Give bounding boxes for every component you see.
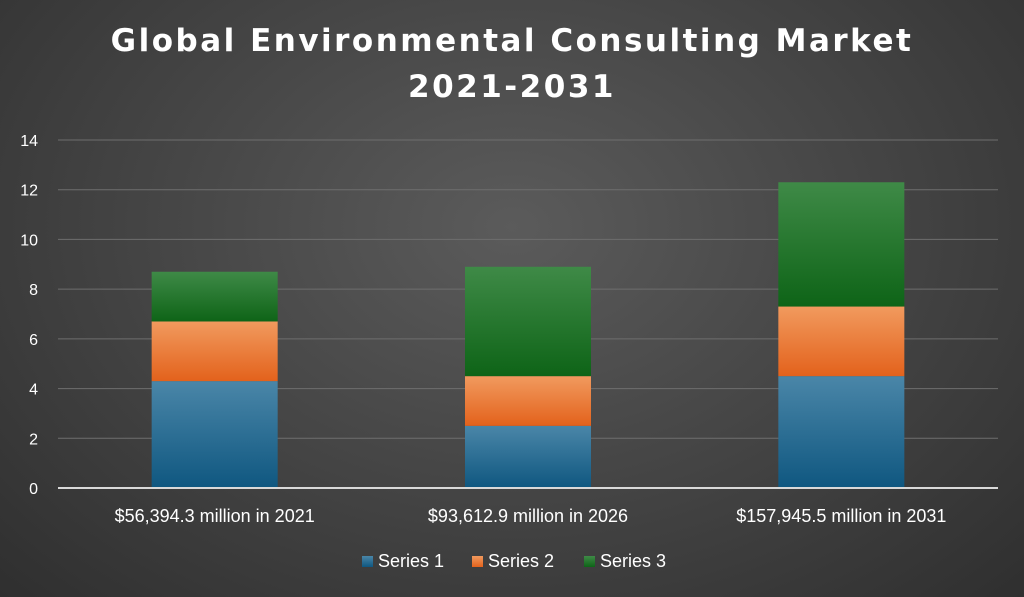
- x-category-label: $93,612.9 million in 2026: [428, 506, 628, 526]
- legend-item-series-2: Series 2: [472, 551, 554, 571]
- y-tick-label: 6: [29, 332, 38, 349]
- bar-series-3-category-2: [465, 266, 591, 377]
- bar-series-1-category-1: [151, 381, 278, 488]
- y-tick-label: 14: [20, 133, 38, 150]
- bar-series-2-category-2: [465, 376, 591, 426]
- bar-series-1-category-2: [465, 425, 591, 488]
- x-category-label: $56,394.3 million in 2021: [115, 506, 315, 526]
- legend-swatch: [472, 556, 483, 567]
- legend-item-series-1: Series 1: [362, 551, 444, 571]
- bar-series-2-category-1: [151, 321, 278, 382]
- y-tick-label: 0: [29, 481, 38, 498]
- legend-label: Series 2: [488, 551, 554, 571]
- y-tick-label: 4: [29, 382, 38, 399]
- bar-series-2-category-3: [778, 306, 905, 377]
- bar-series-1-category-3: [778, 376, 905, 488]
- chart-title-line-2: 2021-2031: [408, 69, 616, 105]
- chart-title-line-1: Global Environmental Consulting Market: [110, 23, 914, 59]
- y-tick-label: 12: [20, 183, 38, 200]
- y-tick-label: 8: [29, 282, 38, 299]
- legend-label: Series 1: [378, 551, 444, 571]
- bars: [151, 182, 905, 488]
- y-tick-label: 10: [20, 232, 38, 249]
- bar-series-3-category-3: [778, 182, 905, 307]
- y-axis-tick-labels: 0 2 4 6 8 10 12 14: [20, 133, 38, 498]
- legend-swatch: [362, 556, 373, 567]
- legend-label: Series 3: [600, 551, 666, 571]
- bar-series-3-category-1: [151, 271, 278, 322]
- y-tick-label: 2: [29, 431, 38, 448]
- chart-title: Global Environmental Consulting Market 2…: [0, 18, 1024, 110]
- x-axis-category-labels: $56,394.3 million in 2021 $93,612.9 milli…: [115, 506, 947, 526]
- legend-swatch: [584, 556, 595, 567]
- legend: Series 1 Series 2 Series 3: [362, 551, 666, 571]
- x-category-label: $157,945.5 million in 2031: [736, 506, 946, 526]
- legend-item-series-3: Series 3: [584, 551, 666, 571]
